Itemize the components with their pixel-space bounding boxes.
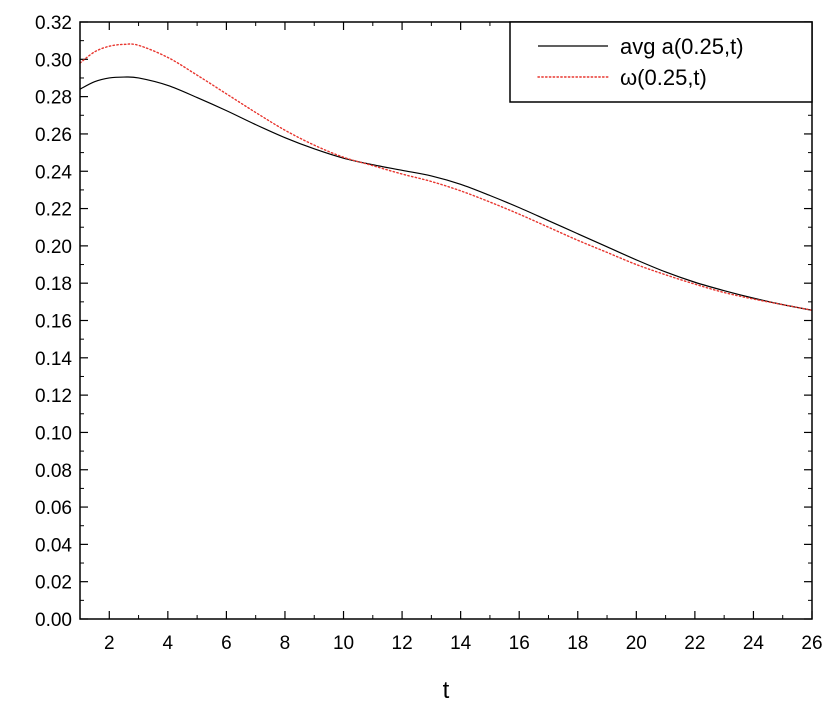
x-tick-label: 10: [333, 633, 354, 654]
x-tick-label: 14: [450, 633, 472, 654]
y-tick-label: 0.30: [35, 50, 72, 71]
y-tick-label: 0.08: [35, 461, 72, 482]
x-tick-label: 24: [743, 633, 765, 654]
y-tick-label: 0.16: [35, 312, 72, 333]
legend-label: ω(0.25,t): [620, 65, 707, 90]
y-tick-label: 0.26: [35, 125, 72, 146]
series-line-omega: [79, 43, 813, 311]
y-tick-label: 0.04: [35, 535, 72, 556]
plot-frame: [79, 21, 813, 620]
y-tick-label: 0.06: [35, 498, 72, 519]
legend-label: avg a(0.25,t): [620, 34, 744, 59]
y-tick-label: 0.24: [35, 162, 72, 183]
y-axis: 0.00 0.02 0.04 0.06 0.08 0.10 0.12 0.14 0.16 0.18…: [35, 13, 812, 631]
x-axis-title: t: [443, 677, 450, 704]
x-tick-label: 26: [801, 633, 822, 654]
x-tick-label: 12: [392, 633, 413, 654]
x-tick-label: 16: [509, 633, 530, 654]
x-tick-label: 6: [221, 633, 232, 654]
series-line-avg-a: [79, 76, 813, 311]
y-tick-label: 0.00: [35, 610, 72, 631]
x-tick-label: 4: [163, 633, 174, 654]
y-tick-label: 0.10: [35, 423, 72, 444]
x-tick-label: 20: [626, 633, 647, 654]
x-tick-label: 18: [567, 633, 588, 654]
legend: avg a(0.25,t) ω(0.25,t): [509, 21, 813, 103]
y-tick-label: 0.02: [35, 573, 72, 594]
y-tick-label: 0.20: [35, 237, 72, 258]
legend-box: [509, 21, 813, 103]
legend-entry: avg a(0.25,t): [538, 34, 744, 59]
y-tick-label: 0.22: [35, 200, 72, 221]
y-tick-label: 0.12: [35, 386, 72, 407]
y-tick-label: 0.32: [35, 13, 72, 34]
x-tick-label: 2: [104, 633, 115, 654]
series-layer: [79, 43, 813, 311]
y-tick-label: 0.18: [35, 274, 72, 295]
y-tick-label: 0.14: [35, 349, 72, 370]
x-tick-label: 8: [280, 633, 291, 654]
legend-entry: ω(0.25,t): [537, 65, 707, 90]
x-tick-label: 22: [684, 633, 705, 654]
y-tick-label: 0.28: [35, 88, 72, 109]
